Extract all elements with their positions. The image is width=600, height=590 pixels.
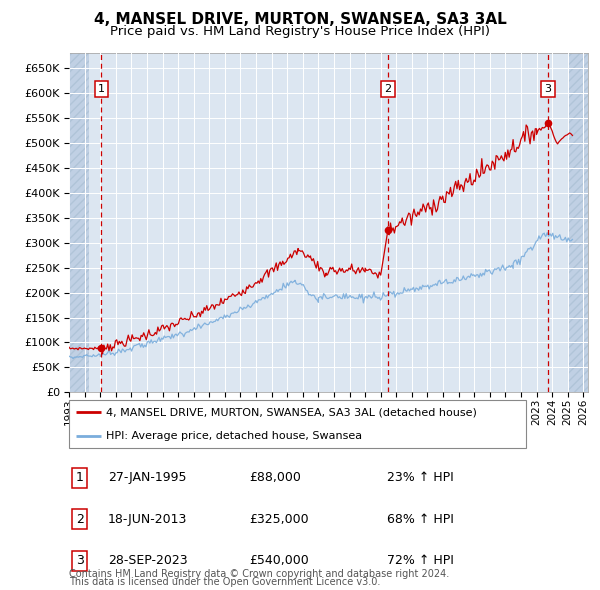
Text: 28-SEP-2023: 28-SEP-2023 bbox=[108, 554, 188, 567]
Text: 68% ↑ HPI: 68% ↑ HPI bbox=[387, 513, 454, 526]
Text: £540,000: £540,000 bbox=[249, 554, 309, 567]
Text: This data is licensed under the Open Government Licence v3.0.: This data is licensed under the Open Gov… bbox=[69, 577, 380, 587]
Text: 1: 1 bbox=[76, 471, 84, 484]
Bar bbox=[568, 53, 588, 392]
Text: 2: 2 bbox=[76, 513, 84, 526]
FancyBboxPatch shape bbox=[69, 400, 526, 448]
Text: 2: 2 bbox=[385, 84, 391, 94]
Text: 72% ↑ HPI: 72% ↑ HPI bbox=[387, 554, 454, 567]
Text: 18-JUN-2013: 18-JUN-2013 bbox=[108, 513, 187, 526]
Text: £325,000: £325,000 bbox=[249, 513, 308, 526]
Bar bbox=[69, 53, 89, 392]
Text: 23% ↑ HPI: 23% ↑ HPI bbox=[387, 471, 454, 484]
Text: HPI: Average price, detached house, Swansea: HPI: Average price, detached house, Swan… bbox=[106, 431, 362, 441]
Text: 27-JAN-1995: 27-JAN-1995 bbox=[108, 471, 187, 484]
Text: Contains HM Land Registry data © Crown copyright and database right 2024.: Contains HM Land Registry data © Crown c… bbox=[69, 569, 449, 579]
Text: 1: 1 bbox=[98, 84, 105, 94]
Text: 3: 3 bbox=[545, 84, 551, 94]
Text: 4, MANSEL DRIVE, MURTON, SWANSEA, SA3 3AL (detached house): 4, MANSEL DRIVE, MURTON, SWANSEA, SA3 3A… bbox=[106, 407, 476, 417]
Text: 4, MANSEL DRIVE, MURTON, SWANSEA, SA3 3AL: 4, MANSEL DRIVE, MURTON, SWANSEA, SA3 3A… bbox=[94, 12, 506, 27]
Text: £88,000: £88,000 bbox=[249, 471, 301, 484]
Text: 3: 3 bbox=[76, 554, 84, 567]
Text: Price paid vs. HM Land Registry's House Price Index (HPI): Price paid vs. HM Land Registry's House … bbox=[110, 25, 490, 38]
